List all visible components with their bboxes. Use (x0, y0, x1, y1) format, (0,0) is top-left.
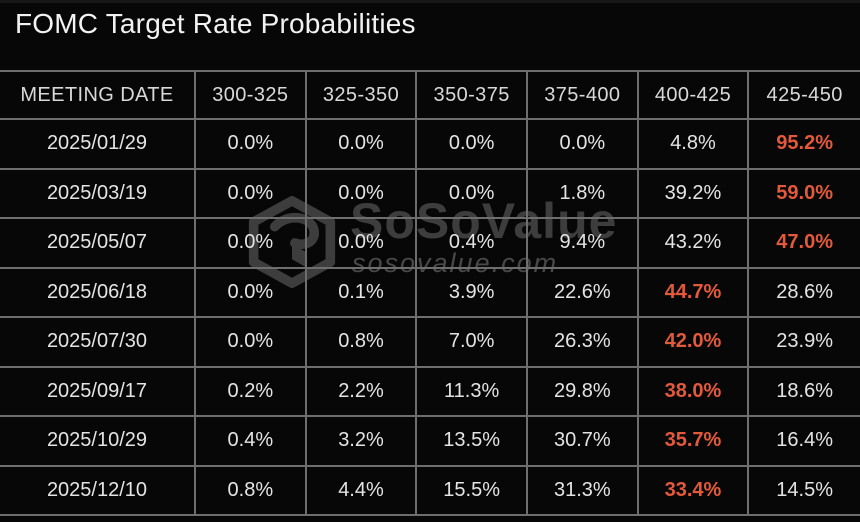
probability-cell: 23.9% (749, 318, 860, 368)
probability-cell: 0.4% (417, 219, 528, 269)
meeting-date-cell: 2025/03/19 (0, 169, 196, 219)
column-header-300-325: 300-325 (196, 72, 307, 120)
probability-cell: 16.4% (749, 417, 860, 467)
meeting-date-cell: 2025/06/18 (0, 268, 196, 318)
probability-cell: 0.0% (306, 219, 418, 269)
probability-cell: 22.6% (527, 268, 639, 318)
probability-cell: 30.7% (527, 417, 639, 467)
meeting-date-cell: 2025/09/17 (0, 367, 196, 417)
column-header-425-450: 425-450 (749, 72, 860, 120)
probability-cell: 0.0% (306, 120, 418, 170)
probability-cell: 4.8% (638, 120, 750, 170)
meeting-date-cell: 2025/12/10 (0, 466, 196, 516)
probability-cell-highlighted: 59.0% (749, 170, 860, 219)
probability-cell: 28.6% (749, 269, 860, 318)
probability-cell: 0.0% (196, 318, 307, 368)
probability-cell: 0.0% (196, 268, 307, 318)
probability-cell: 0.2% (196, 367, 307, 417)
probability-cell: 0.0% (196, 219, 307, 269)
probability-cell: 31.3% (527, 466, 639, 516)
meeting-date-cell: 2025/07/30 (0, 318, 196, 368)
probability-cell-highlighted: 33.4% (638, 466, 750, 516)
probability-cell: 7.0% (417, 318, 528, 368)
probability-cell: 14.5% (749, 467, 860, 516)
top-edge-divider (0, 0, 860, 3)
probability-cell: 1.8% (527, 169, 639, 219)
probability-cell-highlighted: 44.7% (638, 268, 750, 318)
page-title: FOMC Target Rate Probabilities (15, 8, 416, 39)
probability-cell: 4.4% (306, 466, 418, 516)
probability-cell: 0.0% (196, 120, 307, 170)
column-header-325-350: 325-350 (306, 72, 418, 120)
probability-cell: 26.3% (527, 318, 639, 368)
probability-cell: 0.0% (417, 120, 528, 170)
probability-cell-highlighted: 42.0% (638, 318, 750, 368)
probability-cell: 0.8% (196, 466, 307, 516)
meeting-date-cell: 2025/10/29 (0, 417, 196, 467)
probability-cell: 0.1% (306, 268, 418, 318)
column-header-400-425: 400-425 (638, 72, 750, 120)
probability-cell: 0.0% (306, 169, 418, 219)
meeting-date-cell: 2025/01/29 (0, 120, 196, 170)
probability-cell-highlighted: 38.0% (638, 367, 750, 417)
column-header-375-400: 375-400 (527, 72, 639, 120)
probability-cell: 0.8% (306, 318, 418, 368)
probability-cell-highlighted: 47.0% (749, 219, 860, 269)
probability-cell: 29.8% (527, 367, 639, 417)
column-header-meeting-date: MEETING DATE (0, 72, 196, 120)
probability-cell: 3.2% (306, 417, 418, 467)
probability-cell: 43.2% (638, 219, 750, 269)
probability-cell-highlighted: 35.7% (638, 417, 750, 467)
probability-cell: 9.4% (527, 219, 639, 269)
probability-cell: 15.5% (417, 466, 528, 516)
probability-cell-highlighted: 95.2% (749, 120, 860, 170)
probabilities-table: MEETING DATE 300-325 325-350 350-375 375… (0, 70, 860, 516)
probability-cell: 39.2% (638, 169, 750, 219)
probability-cell: 2.2% (306, 367, 418, 417)
meeting-date-cell: 2025/05/07 (0, 219, 196, 269)
column-header-350-375: 350-375 (417, 72, 528, 120)
probability-cell: 0.0% (417, 169, 528, 219)
probability-cell: 3.9% (417, 268, 528, 318)
probability-cell: 13.5% (417, 417, 528, 467)
probability-cell: 0.0% (196, 169, 307, 219)
probability-cell: 0.4% (196, 417, 307, 467)
probability-cell: 18.6% (749, 368, 860, 417)
probability-cell: 0.0% (527, 120, 639, 170)
probability-cell: 11.3% (417, 367, 528, 417)
